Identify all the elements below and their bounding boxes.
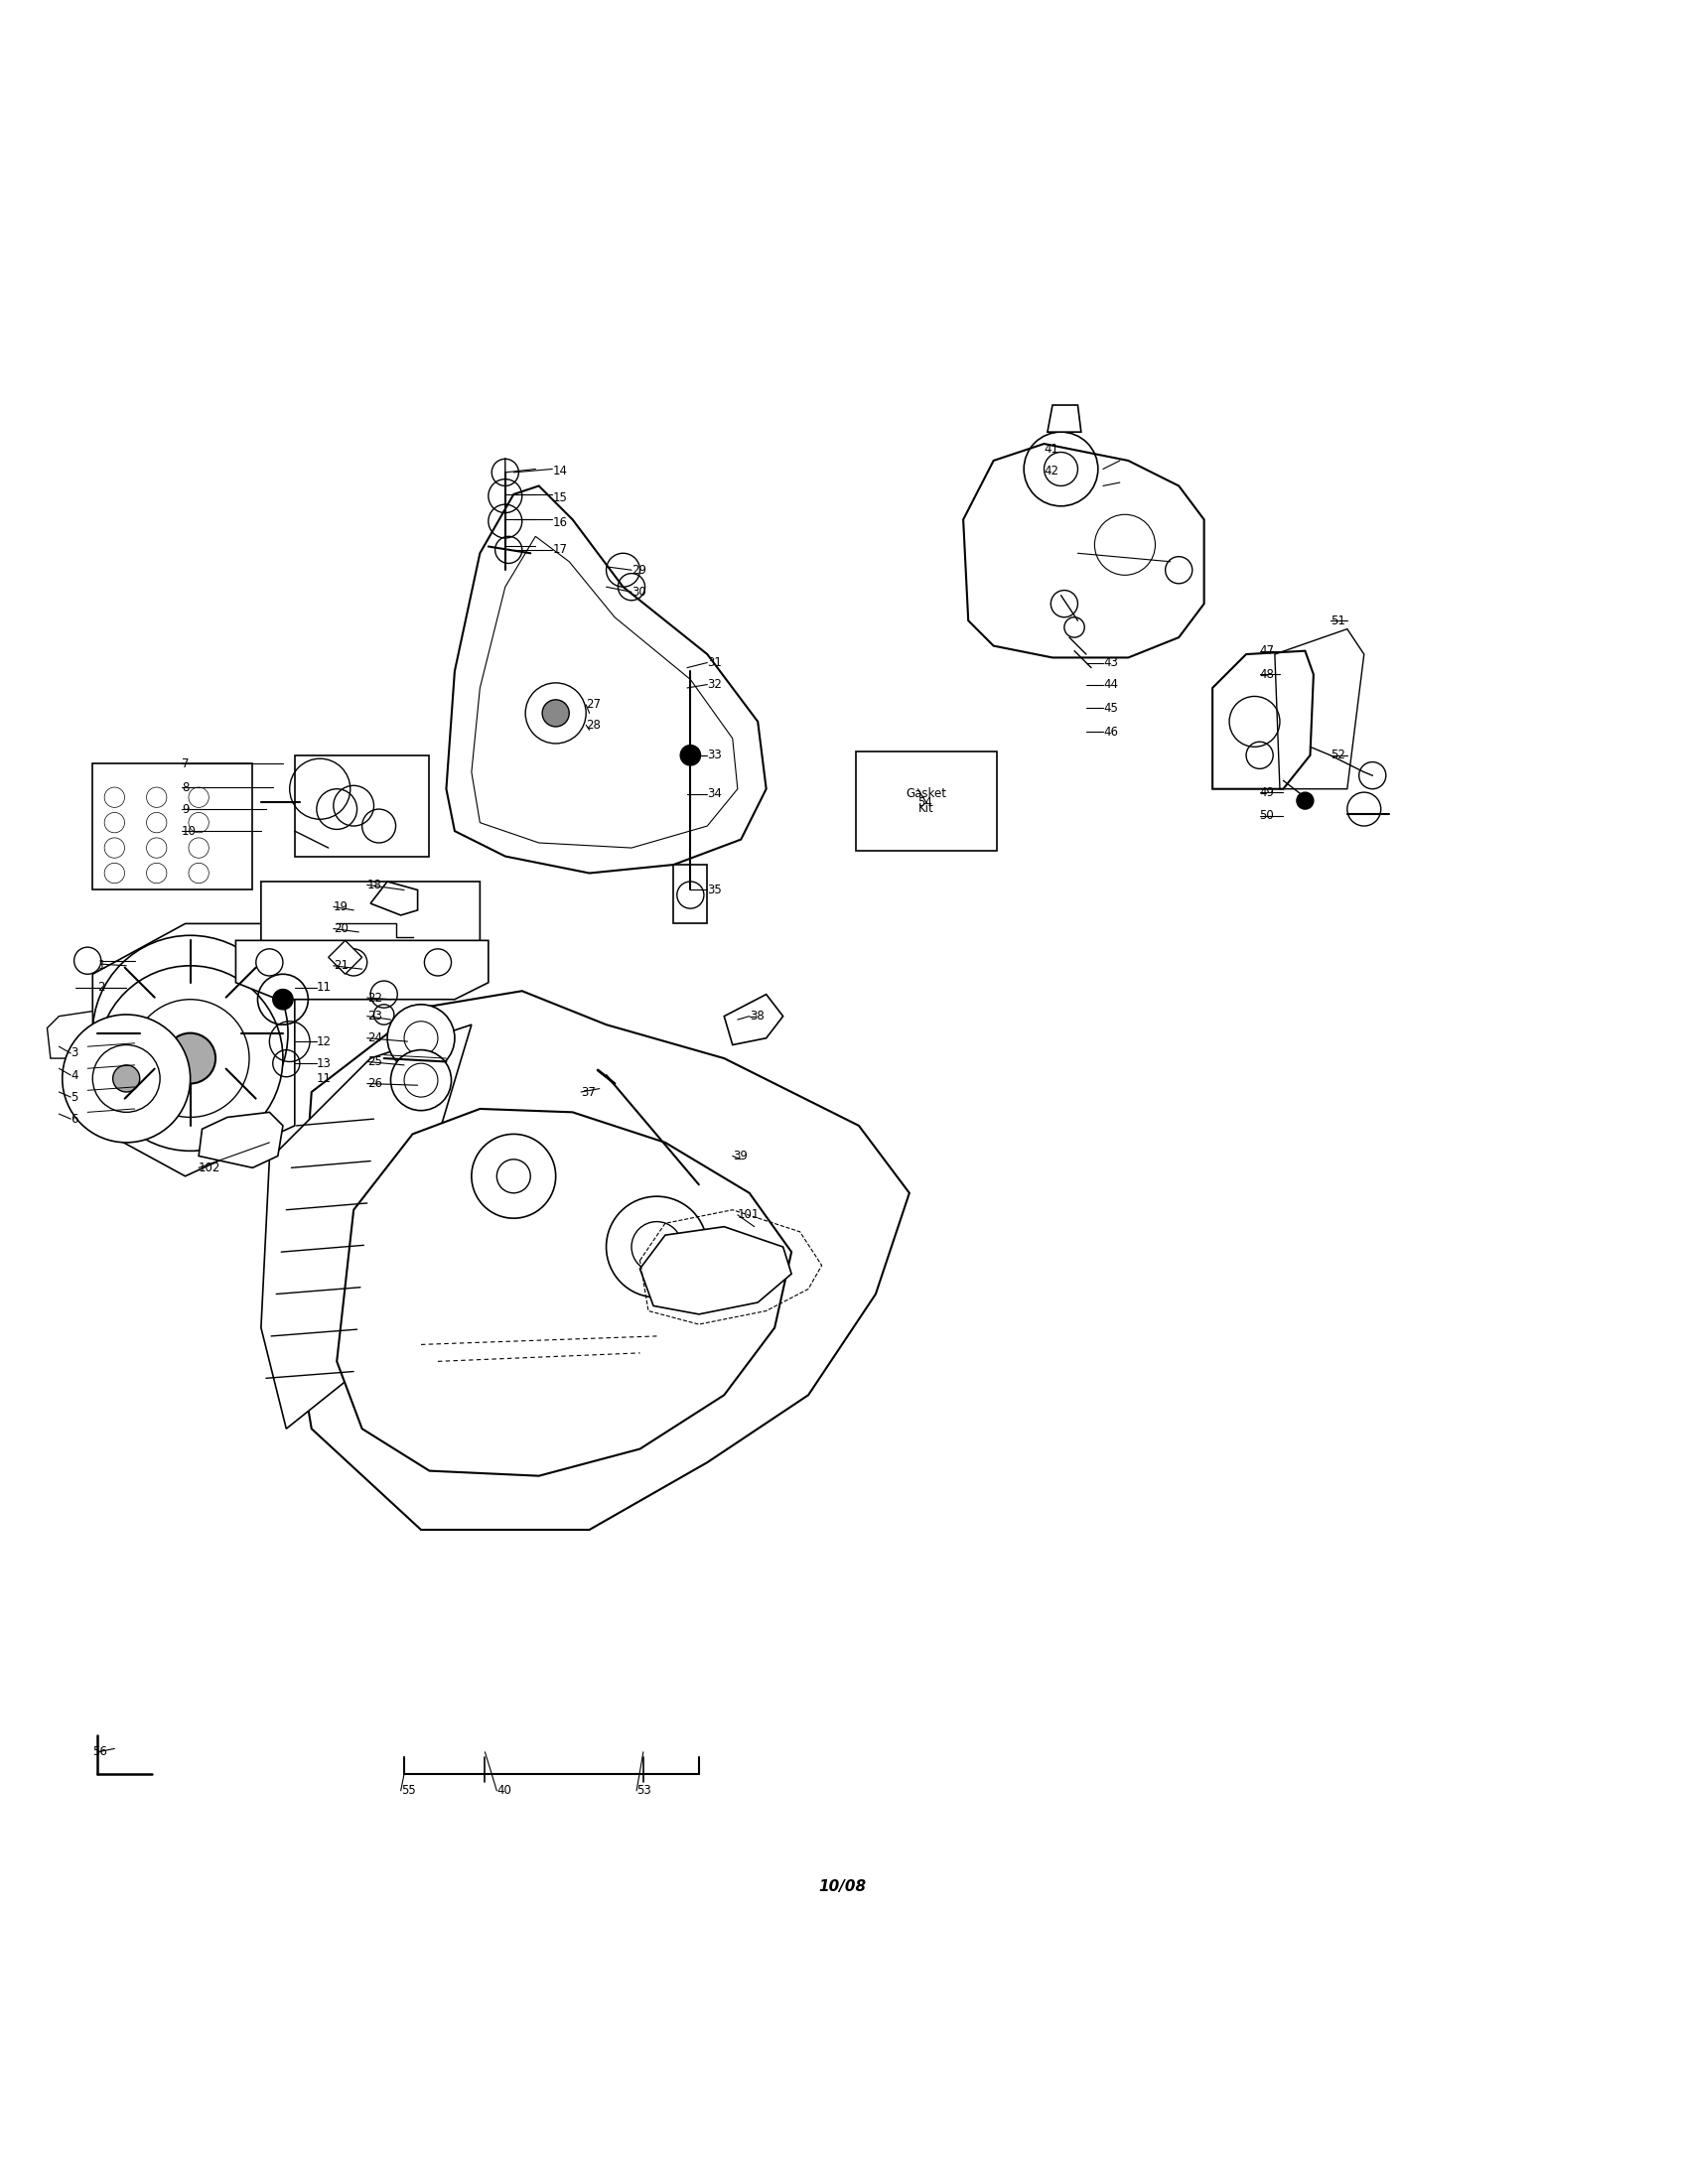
Polygon shape — [337, 1109, 791, 1476]
Text: 23: 23 — [367, 1009, 382, 1022]
Polygon shape — [724, 994, 783, 1044]
Polygon shape — [963, 443, 1204, 657]
Text: 24: 24 — [367, 1031, 382, 1044]
Polygon shape — [1047, 404, 1081, 432]
Text: 48: 48 — [1260, 668, 1275, 681]
Bar — [674, 865, 707, 924]
Text: 53: 53 — [637, 1784, 652, 1797]
Text: 42: 42 — [1044, 465, 1059, 476]
Polygon shape — [295, 992, 909, 1529]
Text: 30: 30 — [632, 585, 647, 598]
Text: 39: 39 — [733, 1149, 748, 1162]
Text: 56: 56 — [93, 1745, 108, 1758]
Text: 22: 22 — [367, 992, 382, 1005]
Bar — [93, 764, 253, 889]
Circle shape — [165, 1033, 216, 1083]
Text: 28: 28 — [586, 719, 601, 732]
Text: 6: 6 — [71, 1112, 77, 1125]
Circle shape — [273, 989, 293, 1009]
Polygon shape — [446, 485, 766, 874]
Text: Gasket
Kit: Gasket Kit — [906, 788, 946, 815]
Polygon shape — [1212, 651, 1314, 788]
Text: 5: 5 — [71, 1090, 77, 1103]
Text: 20: 20 — [333, 922, 349, 935]
Circle shape — [542, 699, 569, 727]
Polygon shape — [261, 882, 480, 965]
Text: 34: 34 — [707, 788, 722, 802]
Bar — [295, 756, 429, 856]
Text: 13: 13 — [317, 1057, 332, 1070]
Polygon shape — [236, 941, 488, 1000]
Text: 25: 25 — [367, 1055, 382, 1068]
Text: 12: 12 — [317, 1035, 332, 1048]
Text: 7: 7 — [182, 758, 189, 771]
Text: 38: 38 — [749, 1009, 765, 1022]
Text: 4: 4 — [71, 1068, 77, 1081]
Text: 37: 37 — [581, 1085, 596, 1099]
Circle shape — [391, 1051, 451, 1109]
Polygon shape — [370, 882, 418, 915]
Text: 52: 52 — [1330, 749, 1346, 762]
Text: 10/08: 10/08 — [818, 1878, 866, 1894]
Text: 9: 9 — [182, 804, 189, 815]
Polygon shape — [328, 941, 362, 974]
Text: 46: 46 — [1103, 725, 1118, 738]
Text: 44: 44 — [1103, 677, 1118, 690]
Text: 14: 14 — [552, 465, 568, 476]
Text: 51: 51 — [1330, 614, 1346, 627]
Circle shape — [387, 1005, 455, 1072]
Polygon shape — [640, 1227, 791, 1315]
Text: 26: 26 — [367, 1077, 382, 1090]
Text: 8: 8 — [182, 782, 189, 793]
Polygon shape — [199, 1112, 283, 1168]
Circle shape — [62, 1016, 190, 1142]
Text: 2: 2 — [98, 981, 104, 994]
Polygon shape — [261, 1024, 472, 1428]
Text: 35: 35 — [707, 885, 722, 895]
Text: 31: 31 — [707, 655, 722, 668]
Text: 17: 17 — [552, 544, 568, 557]
Text: 21: 21 — [333, 959, 349, 972]
Text: 101: 101 — [738, 1208, 759, 1221]
Text: 10: 10 — [182, 826, 197, 836]
Circle shape — [680, 745, 701, 764]
Polygon shape — [47, 1011, 93, 1059]
Text: 50: 50 — [1260, 810, 1275, 823]
Text: 41: 41 — [1044, 443, 1059, 454]
Text: 11: 11 — [317, 1072, 332, 1085]
Text: 27: 27 — [586, 699, 601, 712]
Circle shape — [113, 1066, 140, 1092]
Text: 33: 33 — [707, 749, 722, 762]
FancyBboxPatch shape — [855, 751, 997, 852]
Text: 18: 18 — [367, 878, 382, 891]
Circle shape — [98, 965, 283, 1151]
Text: 45: 45 — [1103, 701, 1118, 714]
Text: 32: 32 — [707, 677, 722, 690]
Text: 19: 19 — [333, 900, 349, 913]
Text: 55: 55 — [401, 1784, 416, 1797]
Text: 49: 49 — [1260, 786, 1275, 799]
Text: 102: 102 — [199, 1162, 221, 1175]
Circle shape — [177, 1020, 204, 1046]
Text: 29: 29 — [632, 563, 647, 577]
Text: 1: 1 — [98, 959, 104, 972]
Text: 54: 54 — [918, 795, 933, 808]
Text: 11: 11 — [317, 981, 332, 994]
Circle shape — [93, 1044, 160, 1112]
Polygon shape — [93, 924, 295, 1177]
Text: 15: 15 — [552, 491, 568, 505]
Text: 47: 47 — [1260, 644, 1275, 657]
Text: 43: 43 — [1103, 655, 1118, 668]
Text: 16: 16 — [552, 515, 568, 529]
Text: 3: 3 — [71, 1046, 77, 1059]
Circle shape — [1297, 793, 1314, 808]
Text: 40: 40 — [497, 1784, 512, 1797]
